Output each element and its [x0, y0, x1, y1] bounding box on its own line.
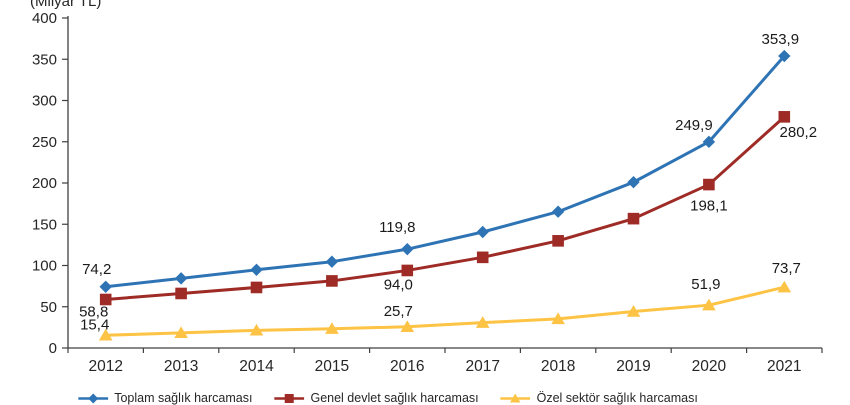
series-line	[105, 55, 786, 289]
legend-marker-square-icon	[274, 393, 305, 403]
chart-legend: Toplam sağlık harcaması Genel devlet sağl…	[78, 391, 698, 405]
data-point-marker	[702, 298, 716, 311]
data-point-marker	[778, 111, 791, 123]
series-line	[105, 115, 786, 301]
x-tick-label: 2018	[541, 358, 575, 375]
data-value-label: 353,9	[762, 31, 800, 48]
data-point-marker	[400, 320, 415, 332]
y-tick-label: 100	[32, 258, 57, 275]
data-point-marker	[175, 287, 187, 300]
x-tick-label: 2013	[164, 358, 198, 375]
legend-label: Özel sektör sağlık harcaması	[536, 391, 698, 405]
data-value-label: 119,8	[379, 219, 415, 236]
data-point-marker	[250, 281, 263, 294]
x-tick-label: 2017	[465, 358, 499, 375]
data-value-label: 74,2	[82, 261, 111, 278]
data-value-label: 15,4	[80, 316, 109, 333]
x-tick-label: 2016	[390, 358, 424, 375]
x-tick-label: 2019	[616, 358, 650, 375]
x-tick-label: 2021	[767, 358, 801, 375]
data-point-marker	[174, 272, 188, 285]
legend-item: Özel sektör sağlık harcaması	[500, 391, 698, 405]
data-point-marker	[326, 275, 338, 287]
data-point-marker	[627, 212, 640, 225]
data-point-marker	[98, 328, 113, 341]
data-point-marker	[778, 49, 791, 63]
data-value-label: 25,7	[384, 303, 413, 320]
data-value-label: 94,0	[384, 276, 413, 293]
x-tick-label: 2012	[88, 358, 122, 375]
x-tick-label: 2015	[315, 358, 349, 375]
y-axis-title: (Milyar TL)	[30, 0, 102, 10]
data-point-marker	[99, 280, 112, 293]
y-tick-label: 150	[32, 216, 57, 233]
data-point-marker	[777, 280, 792, 293]
data-point-marker	[250, 263, 263, 276]
x-tick-label: 2020	[692, 358, 727, 375]
data-point-marker	[401, 264, 414, 277]
legend-item: Genel devlet sağlık harcaması	[274, 391, 479, 405]
data-value-label: 198,1	[690, 198, 728, 215]
legend-marker-diamond-icon	[78, 393, 109, 403]
legend-label: Genel devlet sağlık harcaması	[310, 391, 479, 405]
series-line	[105, 285, 785, 337]
y-tick-label: 200	[32, 175, 57, 192]
y-tick-label: 300	[32, 93, 57, 110]
data-value-label: 249,9	[675, 117, 713, 134]
data-point-marker	[249, 323, 264, 336]
y-tick-label: 400	[32, 10, 57, 27]
data-point-marker	[476, 225, 489, 239]
data-point-marker	[703, 178, 715, 191]
data-value-label: 280,2	[780, 124, 818, 141]
data-point-marker	[325, 322, 339, 334]
data-point-marker	[551, 312, 565, 325]
data-point-marker	[99, 293, 112, 306]
data-point-marker	[626, 305, 641, 317]
legend-label: Toplam sağlık harcaması	[114, 391, 253, 405]
data-point-marker	[325, 255, 339, 268]
data-value-label: 58,8	[79, 303, 108, 320]
data-point-marker	[401, 242, 414, 256]
legend-item: Toplam sağlık harcaması	[78, 391, 252, 405]
y-tick-label: 50	[40, 299, 57, 316]
data-point-marker	[627, 175, 640, 189]
data-point-marker	[475, 316, 490, 328]
data-point-marker	[174, 326, 188, 339]
data-point-marker	[552, 235, 564, 247]
data-point-marker	[702, 135, 716, 149]
data-value-label: 51,9	[691, 276, 720, 293]
data-value-label: 73,7	[772, 260, 801, 277]
y-tick-label: 250	[32, 134, 57, 151]
data-point-marker	[476, 251, 489, 264]
x-tick-label: 2014	[239, 358, 274, 375]
y-tick-label: 350	[32, 51, 57, 68]
y-tick-label: 0	[49, 340, 57, 357]
legend-marker-triangle-icon	[500, 393, 531, 402]
data-point-marker	[551, 205, 565, 218]
